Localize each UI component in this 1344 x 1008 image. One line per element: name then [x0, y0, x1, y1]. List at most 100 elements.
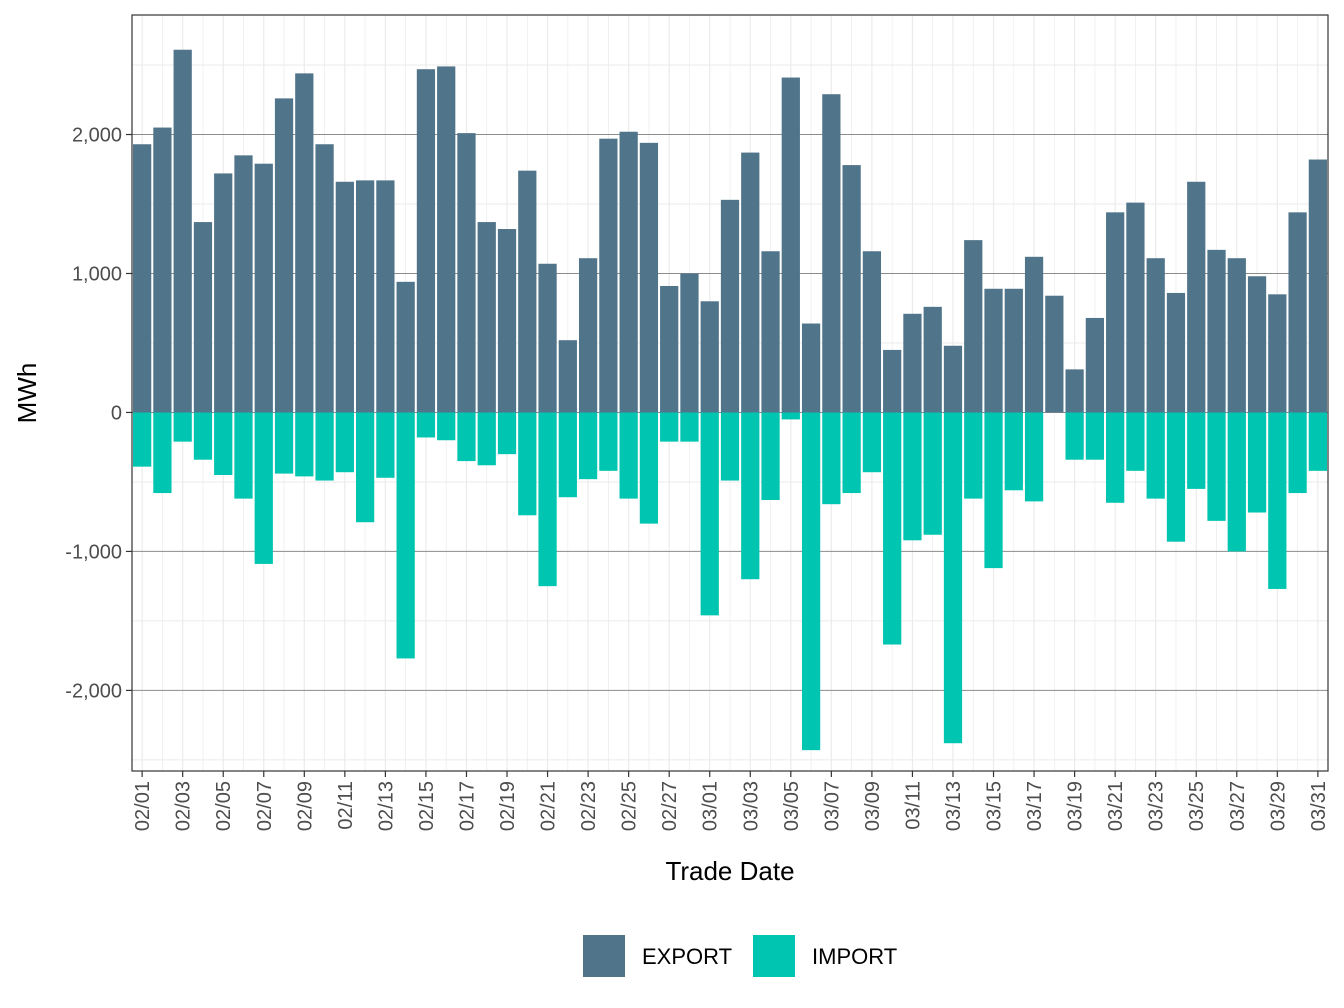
bar-export-03-29 [1268, 294, 1287, 413]
bar-import-02-06 [234, 412, 253, 499]
bar-export-02-09 [295, 73, 314, 413]
x-tick-label: 03/17 [1024, 781, 1046, 831]
bar-import-02-16 [437, 412, 456, 441]
bar-export-03-31 [1308, 159, 1327, 413]
bar-export-03-07 [822, 94, 841, 413]
bar-import-02-09 [295, 412, 314, 477]
bar-export-03-04 [761, 251, 780, 413]
bar-import-03-31 [1308, 412, 1327, 471]
bar-import-02-15 [416, 412, 436, 438]
x-tick-label: 02/15 [416, 781, 438, 831]
bar-export-03-06 [801, 323, 821, 413]
bar-export-03-17 [1024, 256, 1044, 413]
bar-import-03-22 [1126, 412, 1145, 471]
bar-import-02-20 [518, 412, 537, 516]
x-tick-label: 03/11 [902, 781, 924, 830]
x-tick-label: 02/07 [254, 781, 276, 831]
legend-label-export: EXPORT [642, 944, 732, 969]
bar-import-02-10 [315, 412, 334, 481]
bar-import-03-07 [822, 412, 841, 505]
x-tick-label: 03/25 [1186, 781, 1208, 831]
bar-import-03-29 [1268, 412, 1287, 589]
bar-export-03-10 [883, 349, 902, 413]
x-tick-label: 02/27 [659, 781, 681, 831]
bar-export-03-23 [1146, 258, 1165, 413]
bar-export-02-22 [558, 340, 577, 413]
bar-import-02-08 [274, 412, 294, 474]
legend: EXPORT IMPORT [583, 935, 897, 977]
x-tick-label: 03/23 [1146, 781, 1168, 831]
bar-export-02-28 [680, 273, 699, 413]
bar-import-03-28 [1247, 412, 1267, 513]
bar-export-02-27 [660, 285, 679, 413]
x-tick-label: 02/09 [294, 781, 316, 831]
bar-export-02-11 [335, 181, 354, 413]
bar-import-02-19 [497, 412, 517, 455]
bar-export-03-05 [781, 77, 800, 413]
bar-import-02-25 [619, 412, 638, 499]
bar-export-02-23 [578, 258, 598, 413]
y-tick-label: 1,000 [72, 263, 122, 285]
bar-export-02-08 [274, 98, 294, 413]
bar-export-02-03 [173, 49, 192, 413]
bar-import-03-15 [984, 412, 1003, 569]
plot-border [131, 14, 1329, 772]
bar-export-03-28 [1247, 276, 1267, 413]
bar-export-02-24 [599, 138, 618, 413]
bar-export-03-18 [1045, 295, 1064, 413]
bar-import-02-24 [599, 412, 618, 471]
bar-export-03-19 [1065, 369, 1084, 413]
x-tick-label: 02/11 [335, 781, 357, 830]
x-tick-label: 03/01 [700, 781, 722, 831]
y-tick-label: -1,000 [65, 541, 122, 563]
x-tick-label: 02/13 [375, 781, 397, 831]
bar-export-03-09 [862, 251, 882, 413]
bar-import-03-01 [700, 412, 719, 616]
bar-import-03-17 [1024, 412, 1044, 502]
bar-import-03-26 [1207, 412, 1226, 521]
x-tick-label: 03/03 [740, 781, 762, 831]
bars [133, 49, 1327, 751]
bar-import-03-10 [883, 412, 902, 645]
bar-import-02-12 [355, 412, 375, 523]
bar-export-02-25 [619, 131, 638, 413]
bar-export-03-25 [1187, 181, 1206, 413]
x-axis: 02/01 02/03 02/05 02/07 02/09 02/11 02/13 02/15… [132, 771, 1330, 831]
bar-import-02-14 [396, 412, 415, 659]
bar-export-03-11 [903, 313, 922, 413]
x-tick-label: 03/31 [1308, 781, 1330, 831]
bar-import-02-18 [477, 412, 496, 466]
bar-import-03-06 [801, 412, 821, 751]
bar-import-02-27 [660, 412, 679, 442]
bar-import-03-02 [720, 412, 740, 481]
bar-export-02-12 [355, 180, 375, 413]
bar-export-02-16 [437, 66, 456, 413]
x-tick-label: 02/21 [538, 781, 560, 831]
x-tick-label: 03/15 [984, 781, 1006, 831]
bar-export-02-26 [639, 142, 659, 413]
bar-import-03-21 [1106, 412, 1125, 503]
bar-export-03-20 [1085, 317, 1105, 413]
bar-import-02-07 [254, 412, 273, 564]
bar-export-02-07 [254, 163, 273, 413]
bar-import-02-05 [214, 412, 233, 475]
bar-export-03-01 [700, 301, 719, 413]
bar-export-02-10 [315, 144, 334, 413]
x-tick-label: 03/13 [943, 781, 965, 831]
y-axis: -2,000 -1,000 0 1,000 2,000 [65, 125, 132, 702]
bar-export-03-24 [1166, 292, 1186, 413]
bar-export-02-19 [497, 229, 517, 413]
bar-export-02-02 [153, 127, 172, 413]
bar-import-03-05 [781, 412, 800, 420]
bar-export-03-03 [741, 152, 760, 413]
x-tick-label: 02/19 [497, 781, 519, 831]
y-tick-label: 0 [111, 402, 122, 424]
bar-export-02-05 [214, 173, 233, 413]
y-axis-title: MWh [12, 363, 42, 424]
bar-import-02-11 [335, 412, 354, 473]
bar-export-03-14 [964, 240, 983, 413]
bar-export-02-20 [518, 170, 537, 413]
bar-export-03-26 [1207, 249, 1226, 413]
legend-label-import: IMPORT [812, 944, 897, 969]
